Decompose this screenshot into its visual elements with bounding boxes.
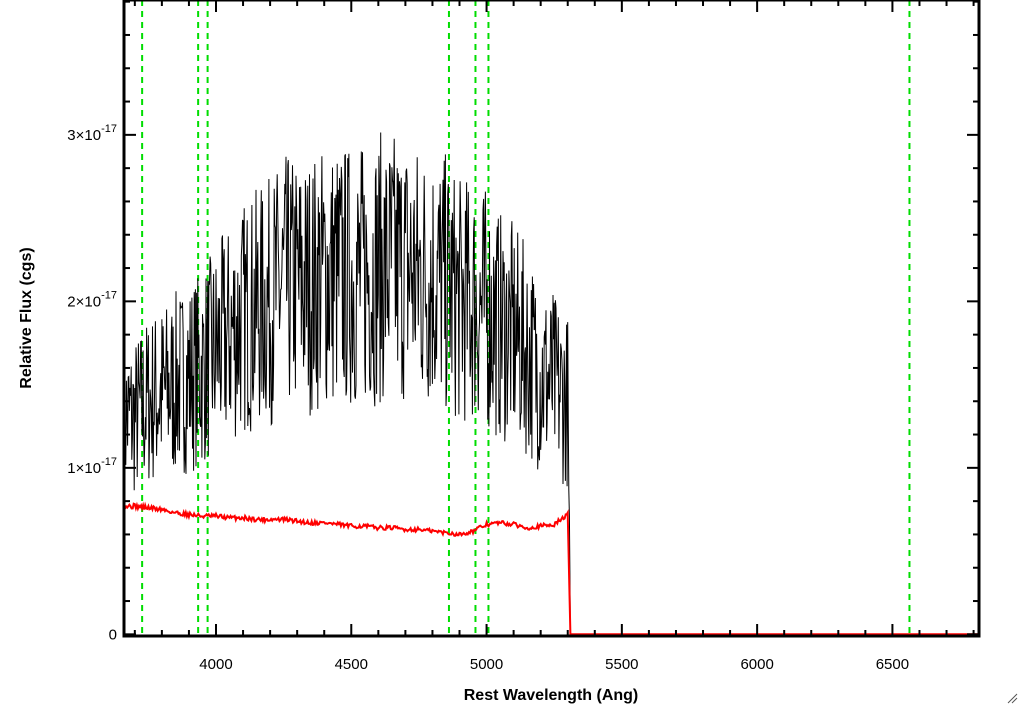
x-tick-label: 4000 — [199, 656, 232, 673]
x-tick-label: 6000 — [740, 656, 773, 673]
reference-lines — [141, 0, 911, 636]
series-layer — [123, 132, 979, 636]
y-tick-label: 2×10-17 — [67, 289, 117, 310]
x-axis-title: Rest Wavelength (Ang) — [464, 687, 639, 704]
y-axis-title: Relative Flux (cgs) — [18, 247, 35, 388]
series-1-line — [123, 501, 979, 636]
x-tick-label: 5000 — [470, 656, 503, 673]
tick-marks — [124, 0, 979, 636]
x-tick-label: 5500 — [605, 656, 638, 673]
x-tick-labels: 4000 4500 5000 5500 6000 6500 — [199, 656, 909, 673]
series-0-line — [123, 132, 979, 635]
y-tick-label: 0 — [109, 626, 117, 643]
x-tick-label: 6500 — [876, 656, 909, 673]
y-tick-label: 1×10-17 — [67, 456, 117, 477]
plot-frame — [122, 0, 981, 638]
y-tick-label: 3×10-17 — [67, 123, 117, 144]
y-tick-labels: 0 1×10-17 2×10-17 3×10-17 — [67, 123, 117, 643]
resize-grip-icon[interactable] — [1006, 692, 1018, 704]
x-tick-label: 4500 — [335, 656, 368, 673]
